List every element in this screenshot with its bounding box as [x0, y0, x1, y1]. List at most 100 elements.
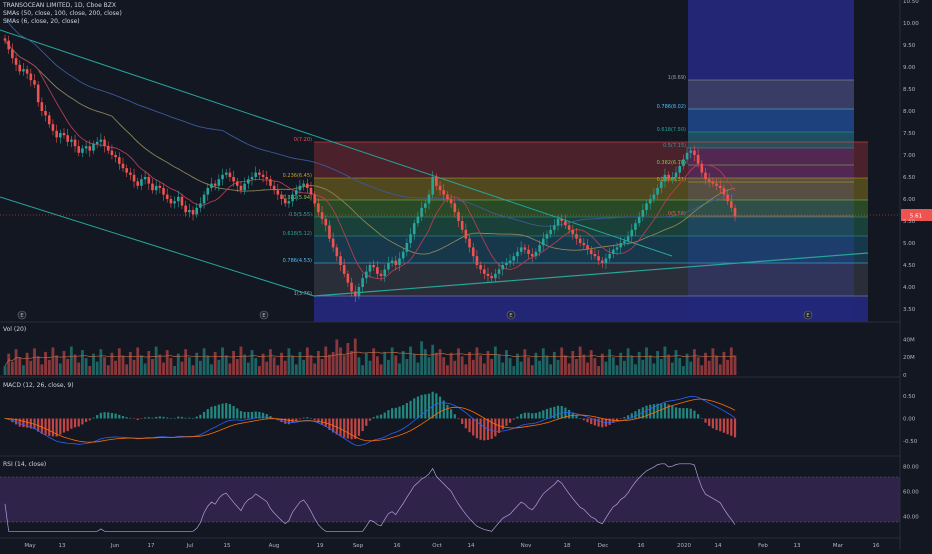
macd-hist-bar	[287, 418, 290, 425]
macd-hist-bar	[405, 403, 408, 419]
candle-body	[335, 247, 339, 257]
macd-hist-bar	[306, 417, 309, 419]
candlestick-series	[3, 34, 737, 302]
candle-body	[597, 256, 600, 261]
candle-body	[431, 177, 434, 195]
candle-body	[55, 130, 58, 138]
macd-hist-bar	[527, 412, 530, 419]
volume-bar	[36, 356, 40, 375]
volume-bar	[434, 352, 438, 375]
candle-body	[298, 185, 302, 191]
candle-body	[306, 183, 309, 188]
volume-bar	[269, 349, 272, 375]
volume-bar	[490, 359, 494, 375]
macd-hist-bar	[667, 404, 670, 419]
candle-body	[254, 172, 257, 177]
volume-bar	[383, 351, 387, 375]
rsi-tick-label: 60.00	[903, 489, 919, 495]
channel-lower-line[interactable]	[0, 196, 315, 297]
candle-body	[368, 265, 372, 272]
volume-bar	[552, 351, 556, 375]
candle-body	[365, 271, 368, 279]
candle-body	[191, 210, 195, 215]
macd-hist-bar	[685, 408, 689, 419]
candle-body	[324, 218, 328, 226]
macd-hist-bar	[132, 418, 136, 419]
candle-body	[457, 212, 460, 221]
macd-hist-bar	[450, 409, 453, 419]
fib-right-label: 0.5(7.15)	[663, 143, 686, 149]
candle-body	[634, 223, 637, 230]
macd-hist-bar	[354, 418, 357, 439]
volume-bar	[667, 354, 671, 375]
candle-body	[180, 196, 184, 206]
macd-hist-bar	[313, 418, 316, 421]
candle-body	[379, 273, 383, 276]
volume-title: Vol (20)	[3, 326, 26, 333]
macd-hist-bar	[239, 411, 243, 419]
volume-bar	[117, 348, 121, 375]
volume-bar	[62, 351, 66, 375]
macd-hist-bar	[619, 418, 622, 419]
channel-upper-line[interactable]	[0, 29, 673, 257]
volume-bar	[313, 363, 317, 375]
candle-body	[239, 185, 243, 191]
volume-bar	[232, 351, 235, 375]
macd-hist-bar	[534, 412, 538, 419]
candle-body	[88, 146, 92, 151]
macd-hist-bar	[202, 411, 206, 419]
macd-hist-bar	[608, 418, 611, 425]
macd-hist-bar	[556, 405, 560, 419]
macd-hist-bar	[85, 418, 88, 422]
time-tick-label: 13	[794, 543, 801, 549]
fib-right-label: 0.786(8.02)	[657, 104, 686, 110]
candle-body	[471, 247, 475, 257]
volume-bar	[567, 363, 571, 375]
macd-hist-bar	[402, 405, 405, 419]
rsi-band	[0, 477, 900, 522]
macd-hist-bar	[424, 394, 427, 419]
candle-body	[217, 179, 221, 186]
volume-bar	[704, 352, 707, 375]
candle-body	[711, 181, 715, 184]
macd-hist-bar	[700, 418, 703, 419]
earnings-marker-icon[interactable]	[506, 310, 516, 320]
macd-hist-bar	[383, 412, 386, 419]
macd-hist-bar	[464, 418, 467, 429]
macd-hist-bar	[593, 418, 597, 426]
candle-body	[438, 185, 442, 191]
earnings-marker-icon[interactable]	[259, 310, 269, 320]
macd-hist-bar	[40, 418, 43, 434]
candle-body	[132, 174, 136, 182]
price-tick-label: 3.50	[903, 307, 916, 313]
macd-hist-bar	[88, 418, 91, 421]
macd-hist-bar	[435, 393, 438, 419]
candle-body	[331, 238, 335, 248]
price-axis[interactable]: 10.50 10.00 9.50 9.00 8.50 8.00 7.50 7.00 6.50 6.…	[903, 0, 919, 313]
macd-hist-bar	[531, 413, 534, 419]
macd-hist-bar	[295, 418, 298, 422]
earnings-marker-icon[interactable]	[17, 310, 27, 320]
candle-body	[682, 159, 685, 166]
earnings-marker-icon[interactable]	[803, 310, 813, 320]
candle-body	[162, 188, 165, 195]
macd-hist-bar	[162, 416, 165, 419]
volume-bar	[700, 365, 704, 375]
macd-hist-bar	[18, 418, 21, 427]
support-trendline[interactable]	[313, 252, 869, 297]
candle-body	[693, 150, 696, 155]
candle-body	[394, 260, 398, 265]
candle-body	[210, 183, 213, 188]
volume-bars	[3, 338, 737, 375]
macd-hist-bar	[320, 418, 324, 425]
volume-bar	[128, 351, 132, 375]
volume-bar	[235, 359, 239, 375]
candle-body	[184, 205, 187, 213]
candle-body	[99, 139, 103, 142]
fib-right-label: 0.236(6.31)	[657, 177, 686, 183]
candle-body	[77, 146, 81, 153]
time-axis[interactable]: May 13 Jun 17 Jul 15 Aug 19 Sep 16 Oct 14 Nov 18 Dec 16…	[24, 543, 880, 549]
time-tick-label: Sep	[353, 543, 364, 549]
volume-bar	[722, 351, 726, 375]
